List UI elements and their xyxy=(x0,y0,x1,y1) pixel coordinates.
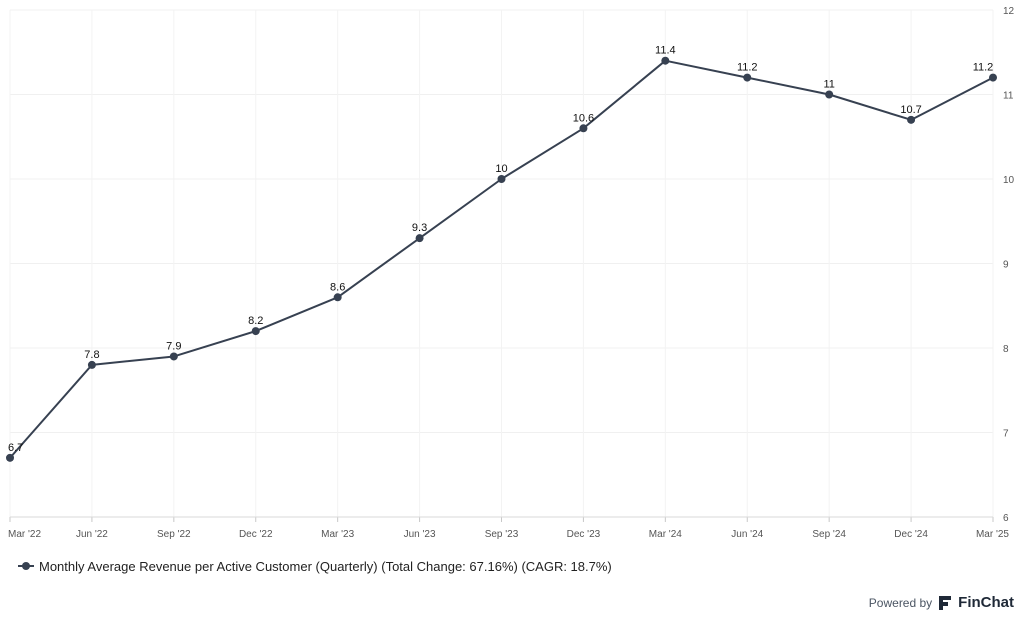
data-point[interactable] xyxy=(415,234,424,243)
data-point[interactable] xyxy=(825,90,834,99)
data-point[interactable] xyxy=(743,73,752,82)
brand-name: FinChat xyxy=(958,594,1014,611)
x-tick-label: Jun '23 xyxy=(404,529,436,540)
x-tick-label: Sep '22 xyxy=(157,529,191,540)
line-chart: 6 7 8 9 10 11 12 Mar '22 Jun '22 Sep '22 Dec '22 Ma… xyxy=(6,6,1015,540)
data-label: 10.6 xyxy=(573,112,594,124)
data-label: 9.3 xyxy=(412,222,427,234)
y-tick-label: 10 xyxy=(1003,175,1015,186)
data-label: 10 xyxy=(495,163,507,175)
grid-lines xyxy=(9,9,994,518)
data-point[interactable] xyxy=(661,56,670,65)
data-label: 7.8 xyxy=(84,349,99,361)
data-label: 11.2 xyxy=(973,62,994,74)
data-point[interactable] xyxy=(989,73,997,82)
data-label: 11 xyxy=(823,79,834,91)
x-tick-label: Jun '22 xyxy=(76,529,108,540)
finchat-logo-icon xyxy=(939,595,952,610)
data-point[interactable] xyxy=(579,124,588,133)
data-point[interactable] xyxy=(251,327,260,336)
x-tick-label: Jun '24 xyxy=(731,529,763,540)
data-label: 11.4 xyxy=(655,45,676,57)
axes: 6 7 8 9 10 11 12 Mar '22 Jun '22 Sep '22 Dec '22 Ma… xyxy=(8,6,1015,540)
data-point[interactable] xyxy=(333,293,342,302)
data-point[interactable] xyxy=(6,453,14,462)
y-tick-label: 6 xyxy=(1003,513,1009,524)
data-label: 8.2 xyxy=(248,315,263,327)
x-tick-label: Mar '25 xyxy=(976,529,1009,540)
x-tick-label: Dec '22 xyxy=(239,529,273,540)
x-tick-label: Mar '22 xyxy=(8,529,41,540)
data-label: 10.7 xyxy=(900,104,921,116)
y-tick-label: 7 xyxy=(1003,429,1009,440)
legend[interactable]: Monthly Average Revenue per Active Custo… xyxy=(18,557,612,575)
x-tick-label: Sep '23 xyxy=(485,529,519,540)
data-label: 8.6 xyxy=(330,281,345,293)
data-label: 7.9 xyxy=(166,340,181,352)
legend-label: Monthly Average Revenue per Active Custo… xyxy=(39,558,612,574)
x-tick-label: Mar '23 xyxy=(321,529,354,540)
y-tick-label: 11 xyxy=(1003,91,1014,102)
powered-by-text: Powered by xyxy=(868,595,933,610)
data-point[interactable] xyxy=(907,115,916,124)
data-labels: 6.7 7.8 7.9 8.2 8.6 9.3 10 10.6 11.4 11.2 11 10.7 11… xyxy=(8,45,993,454)
legend-line-marker-icon xyxy=(18,559,34,573)
y-tick-label: 9 xyxy=(1003,260,1009,271)
data-point[interactable] xyxy=(169,352,178,361)
y-tick-label: 8 xyxy=(1003,344,1009,355)
y-tick-label: 12 xyxy=(1003,6,1015,17)
x-tick-label: Mar '24 xyxy=(649,529,682,540)
data-label: 6.7 xyxy=(8,442,23,454)
data-point[interactable] xyxy=(497,175,506,183)
powered-by-credit: Powered by FinChat xyxy=(869,594,1014,611)
x-tick-label: Sep '24 xyxy=(812,529,846,540)
x-tick-label: Dec '23 xyxy=(567,529,601,540)
data-point[interactable] xyxy=(87,360,96,369)
x-tick-label: Dec '24 xyxy=(894,529,928,540)
data-label: 11.2 xyxy=(737,62,758,74)
series-line xyxy=(6,56,997,462)
